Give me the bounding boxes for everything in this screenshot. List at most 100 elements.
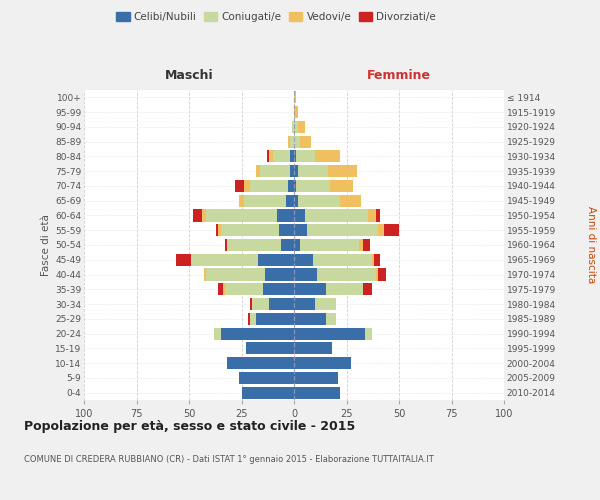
Bar <box>378 224 385 236</box>
Bar <box>294 357 350 369</box>
Bar <box>265 268 294 280</box>
Bar <box>294 372 338 384</box>
Bar <box>376 210 380 222</box>
Bar <box>298 121 305 133</box>
Bar <box>269 150 273 162</box>
Bar <box>301 136 311 147</box>
Bar <box>294 254 313 266</box>
Bar <box>317 268 376 280</box>
Bar <box>325 283 364 296</box>
Bar <box>315 298 336 310</box>
Bar <box>364 239 370 251</box>
Bar <box>239 372 294 384</box>
Bar <box>298 165 328 177</box>
Bar <box>259 254 294 266</box>
Bar <box>206 210 277 222</box>
Bar <box>206 268 265 280</box>
Bar <box>372 254 374 266</box>
Bar <box>269 298 294 310</box>
Bar <box>286 194 294 207</box>
Bar <box>248 313 250 325</box>
Bar <box>224 283 263 296</box>
Text: Maschi: Maschi <box>164 70 214 82</box>
Bar <box>385 224 399 236</box>
Bar <box>290 150 294 162</box>
Bar <box>301 239 359 251</box>
Bar <box>305 210 367 222</box>
Bar <box>250 298 252 310</box>
Bar <box>294 224 307 236</box>
Bar <box>365 328 372 340</box>
Bar <box>288 136 290 147</box>
Bar <box>256 165 260 177</box>
Bar <box>227 357 294 369</box>
Bar <box>367 210 376 222</box>
Bar <box>225 239 227 251</box>
Bar <box>250 180 288 192</box>
Bar <box>239 194 244 207</box>
Bar <box>223 283 224 296</box>
Bar <box>376 268 378 280</box>
Bar <box>292 121 294 133</box>
Bar <box>193 210 202 222</box>
Bar <box>263 283 294 296</box>
Bar <box>294 386 340 398</box>
Bar <box>250 313 256 325</box>
Bar <box>294 92 296 104</box>
Bar <box>214 328 221 340</box>
Bar <box>294 136 301 147</box>
Text: COMUNE DI CREDERA RUBBIANO (CR) - Dati ISTAT 1° gennaio 2015 - Elaborazione TUTT: COMUNE DI CREDERA RUBBIANO (CR) - Dati I… <box>24 455 434 464</box>
Bar <box>176 254 191 266</box>
Bar <box>244 180 250 192</box>
Bar <box>204 268 206 280</box>
Text: Femmine: Femmine <box>367 70 431 82</box>
Y-axis label: Fasce di età: Fasce di età <box>41 214 51 276</box>
Bar <box>294 283 325 296</box>
Legend: Celibi/Nubili, Coniugati/e, Vedovi/e, Divorziati/e: Celibi/Nubili, Coniugati/e, Vedovi/e, Di… <box>112 8 440 26</box>
Bar <box>325 313 336 325</box>
Bar <box>294 328 365 340</box>
Bar <box>260 165 290 177</box>
Bar <box>252 298 269 310</box>
Bar <box>216 224 218 236</box>
Bar <box>296 180 330 192</box>
Bar <box>227 239 281 251</box>
Bar <box>294 239 301 251</box>
Bar <box>256 313 294 325</box>
Bar <box>294 342 332 354</box>
Bar <box>191 254 259 266</box>
Bar <box>294 298 315 310</box>
Bar <box>266 150 269 162</box>
Bar <box>298 194 340 207</box>
Bar <box>294 194 298 207</box>
Bar <box>307 224 378 236</box>
Bar <box>313 254 372 266</box>
Bar <box>374 254 380 266</box>
Bar <box>378 268 386 280</box>
Bar <box>273 150 290 162</box>
Bar <box>290 165 294 177</box>
Bar <box>294 210 305 222</box>
Text: Popolazione per età, sesso e stato civile - 2015: Popolazione per età, sesso e stato civil… <box>24 420 355 433</box>
Bar <box>294 106 298 118</box>
Bar <box>280 224 294 236</box>
Text: Anni di nascita: Anni di nascita <box>586 206 596 284</box>
Bar <box>364 283 372 296</box>
Bar <box>359 239 364 251</box>
Bar <box>315 150 340 162</box>
Bar <box>221 224 280 236</box>
Bar <box>294 180 296 192</box>
Bar <box>202 210 206 222</box>
Bar <box>241 386 294 398</box>
Bar <box>277 210 294 222</box>
Bar <box>340 194 361 207</box>
Bar <box>281 239 294 251</box>
Bar <box>294 268 317 280</box>
Bar <box>328 165 357 177</box>
Bar <box>221 328 294 340</box>
Bar <box>294 165 298 177</box>
Bar <box>244 194 286 207</box>
Bar <box>296 150 315 162</box>
Bar <box>218 283 223 296</box>
Bar <box>246 342 294 354</box>
